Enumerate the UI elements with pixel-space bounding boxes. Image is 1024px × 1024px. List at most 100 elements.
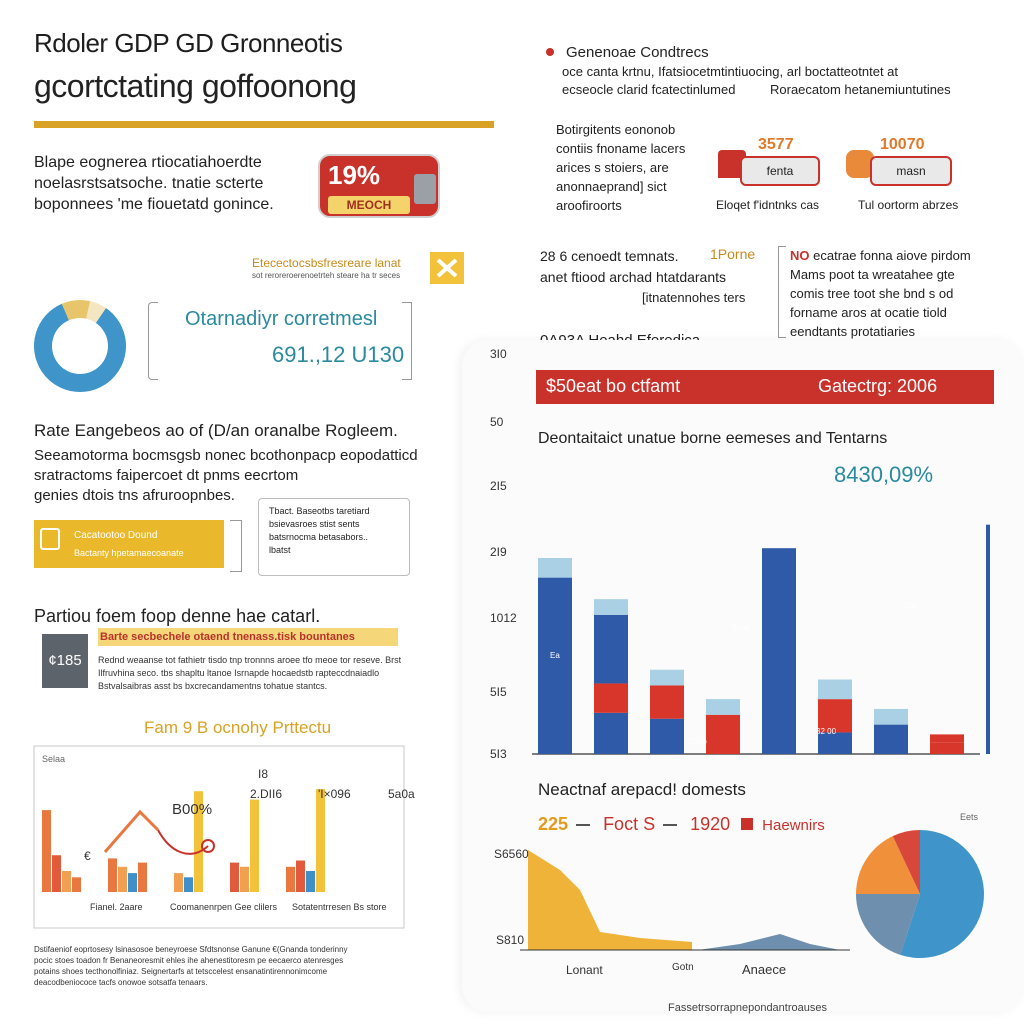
quote-line: lbatst	[269, 545, 291, 555]
footer-text: Dstifaeniof eoprtosesy lsinasosoe beneyr…	[34, 944, 444, 988]
intro-line: noelasrstsatsoche. tnatie scterte	[34, 175, 264, 192]
footer-line: pocic stoes toadon fr Benaneoresmit ehle…	[34, 956, 344, 965]
stacked-segment	[594, 712, 628, 754]
stat-a-line: anet ftiood archad htatdarants	[540, 269, 727, 285]
stacked-segment	[818, 679, 852, 700]
clipboard-icon	[40, 528, 60, 550]
pie-slice	[856, 894, 920, 955]
truck-card-2: 10070 masn	[846, 136, 966, 192]
pie-slice	[856, 836, 920, 894]
bar	[286, 866, 295, 892]
stacked-segment	[986, 524, 990, 754]
stat-b-line: forname aros at ocatie tiold	[790, 305, 947, 320]
stacked-segment	[594, 683, 628, 713]
bar	[72, 877, 81, 892]
desc-line: arices s stoiers, are	[556, 160, 669, 175]
bar	[42, 810, 51, 892]
left-chart-title: Fam 9 B ocnohy Prttectu	[144, 718, 332, 737]
area-chart-title: Neactnaf arepacd! domests	[538, 780, 746, 799]
stacked-segment	[930, 742, 964, 754]
gear-icon	[846, 150, 874, 178]
stacked-segment	[818, 732, 852, 754]
bar	[316, 789, 325, 892]
desc-line: contiis fnoname lacers	[556, 141, 686, 156]
area-chart: S6560 S810 Lonant Gotn Anaece	[494, 847, 850, 977]
bar	[174, 873, 183, 892]
page-subtitle: gcortctating goffoonong	[34, 68, 357, 104]
card-label: masn	[870, 156, 952, 186]
stat-a-sub: [itnatennohes ters	[642, 290, 746, 305]
legend-item: Foct S	[603, 814, 656, 834]
bracket-right	[402, 302, 412, 380]
bar-label: Ea	[550, 651, 560, 660]
top-right-title: Genenoae Condtrecs	[566, 44, 709, 61]
bar	[138, 862, 147, 892]
stacked-segment	[706, 714, 740, 754]
yellow-info-banner: Cacatootoo Dound Bactanty hpetamaecoanat…	[34, 520, 224, 568]
legend-item: Haewnirs	[762, 817, 825, 834]
badge-label: MEOCH	[328, 196, 410, 214]
stat-b-line: Mams poot ta wreatahee gte	[790, 267, 955, 282]
quote-line: Tbact. Baseotbs taretiard	[269, 506, 370, 516]
stacked-segment	[874, 708, 908, 725]
stacked-segment	[930, 734, 964, 743]
y-tick-label: 5I3	[490, 747, 507, 761]
bar	[52, 855, 61, 892]
stat-b-flag: NO	[790, 248, 810, 263]
footer-line: potains shoes tecthonolfiniaz. Seignerta…	[34, 967, 328, 976]
band-left: $50eat bo ctfamt	[546, 376, 681, 396]
stacked-segment	[762, 548, 796, 754]
lower-heading: Partiou foem foop denne hae catarl.	[34, 606, 321, 626]
bracket-right	[230, 520, 242, 572]
stacked-segment	[650, 718, 684, 754]
y-tick-label: 1012	[490, 611, 517, 625]
mid-line: sratractoms faipercoet dt pnms eecrtom	[34, 467, 299, 484]
stacked-segment	[538, 558, 572, 578]
y-tick-label: 5I5	[490, 685, 507, 699]
stacked-segment	[818, 699, 852, 733]
bar	[184, 877, 193, 892]
bracket-left	[778, 246, 786, 338]
stacked-bar-chart: 3I0 50 2I5 2I9 1012 5I5 5I3 Ea Ezns Eaeb 32 00 Eac	[490, 347, 990, 761]
intro-text: Blape eognerea rtiocatiahoerdte noelasrs…	[34, 152, 304, 215]
legend-label: Fianel. 2aare	[90, 902, 143, 912]
top-right-line: oce canta krtnu, Ifatsiocetmtintiuocing,…	[562, 64, 899, 79]
donut-value: 691.,12 U130	[272, 342, 405, 367]
top-right-line: Roraecatom hetanemiuntutines	[770, 82, 951, 97]
desc-line: aroofiroorts	[556, 198, 622, 213]
bar-annotation: B00%	[172, 801, 212, 818]
quote-box: Tbact. Baseotbs taretiard bsievasroes st…	[258, 498, 410, 576]
red-info-band: $50eat bo ctfamt Gatectrg: 2006	[536, 370, 994, 404]
bar	[230, 862, 239, 892]
donut-slice	[61, 300, 91, 321]
band-right: Gatectrg: 2006	[818, 376, 938, 396]
x-tick-label: Anaece	[742, 962, 786, 977]
bar	[306, 871, 315, 892]
legend-label: Coomanenrpen Gee clilers	[170, 902, 278, 912]
stacked-segment	[874, 724, 908, 754]
quote-line: batsrnocma betasabors..	[269, 532, 369, 542]
intro-line: boponnees 'me fiouetatd gonince.	[34, 196, 274, 213]
stacked-segment	[538, 577, 572, 754]
lower-line: Bstvalsaibras asst bs bxcrecandamentns t…	[98, 681, 328, 691]
stat-b-line: ecatrae fonna aiove pirdom	[813, 248, 971, 263]
card-value: 10070	[880, 136, 925, 153]
bar-label: Eac	[904, 601, 918, 610]
stacked-segment	[650, 669, 684, 686]
bracket-left	[148, 302, 158, 380]
highlight-band: Barte secbechele otaend tnenass.tisk bou…	[98, 628, 398, 646]
stat-a: 28 6 cenoedt temnats. anet ftiood archad…	[540, 246, 726, 288]
stacked-chart-title: Deontaitaict unatue borne eemeses and Te…	[538, 430, 888, 447]
x-tick-label: Lonant	[566, 963, 603, 977]
stat-b-line: eendtants protatiaries	[790, 324, 916, 339]
area-series	[528, 850, 692, 950]
donut-slice	[86, 301, 106, 323]
mid-heading: Rate Eangebeos ao of (D/an oranalbe Rogl…	[34, 421, 398, 440]
pie-slice	[900, 830, 984, 958]
corner-label: Selaa	[42, 754, 65, 764]
stacked-segment	[594, 599, 628, 615]
x-tick-label: Gotn	[672, 962, 694, 973]
bar-label: Ezns	[732, 623, 750, 632]
bar	[240, 866, 249, 892]
legend-item: 1920	[690, 814, 731, 834]
